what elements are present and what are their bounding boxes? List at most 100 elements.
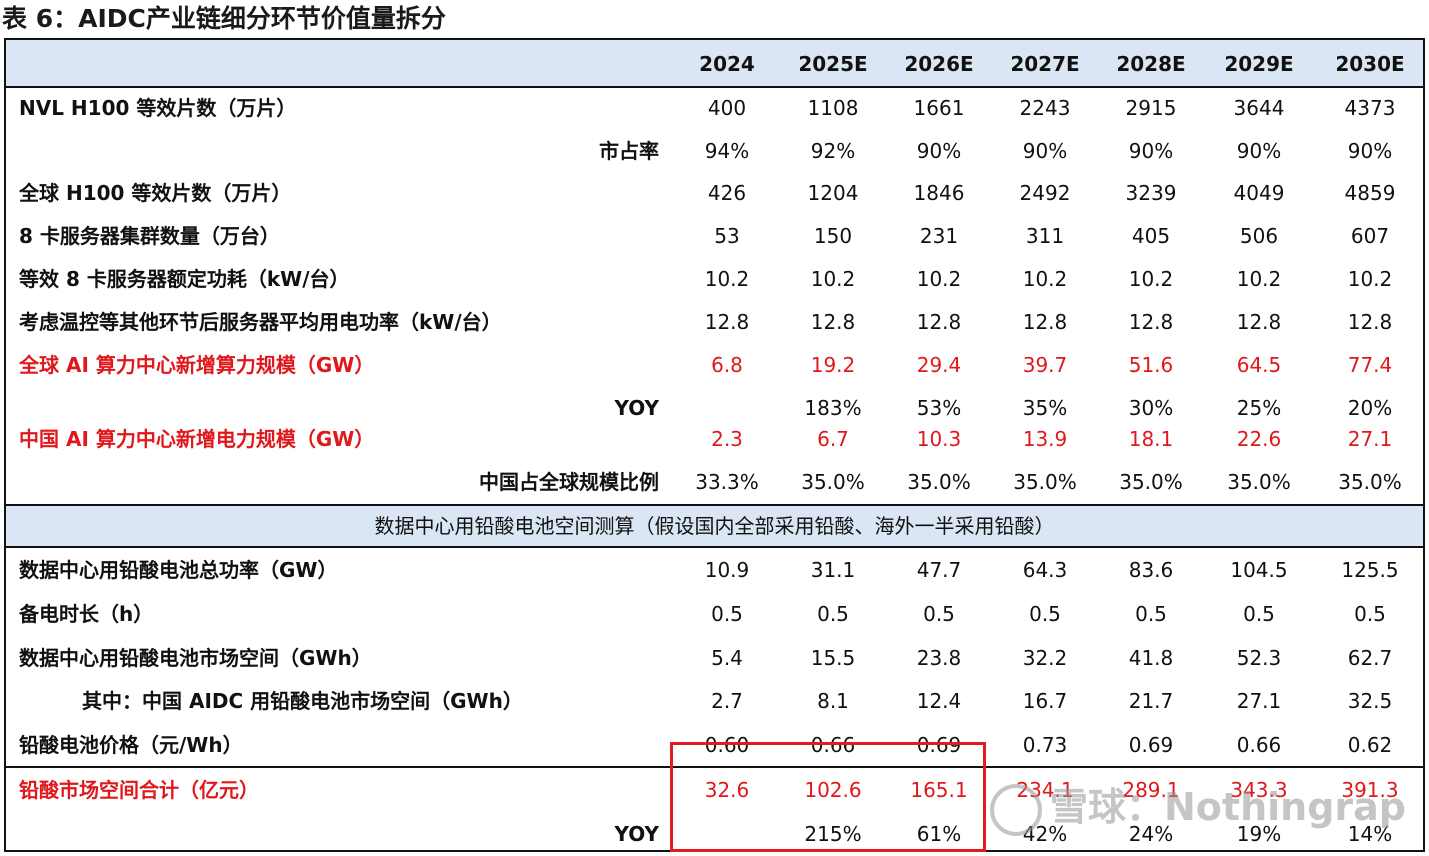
row-label: 市占率	[599, 139, 659, 163]
cell: 35.0%	[1013, 470, 1077, 494]
cell: 20%	[1347, 396, 1393, 420]
cell: 0.69	[1128, 733, 1174, 757]
cell: 35.0%	[1338, 470, 1402, 494]
table-row: 铅酸市场空间合计（亿元） 32.6 102.6 165.1 234.1 289.…	[6, 772, 1423, 808]
cell: 27.1	[1347, 427, 1393, 451]
cell: 0.5	[711, 602, 743, 626]
year-2025e: 2025E	[798, 52, 868, 76]
cell: 607	[1350, 224, 1390, 248]
year-2029e: 2029E	[1224, 52, 1294, 76]
cell: 35.0%	[907, 470, 971, 494]
cell: 12.8	[1022, 310, 1068, 334]
year-header-row: 2024 2025E 2026E 2027E 2028E 2029E 2030E	[6, 46, 1423, 82]
snowball-logo-icon	[990, 783, 1042, 836]
cell: 39.7	[1022, 353, 1068, 377]
cell: 53	[714, 224, 740, 248]
cell: 19%	[1236, 822, 1282, 846]
divider-header	[6, 86, 1423, 88]
cell: 10.2	[704, 267, 750, 291]
row-label: 中国 AI 算力中心新增电力规模（GW）	[19, 427, 375, 451]
cell: 35.0%	[1119, 470, 1183, 494]
cell: 10.2	[1236, 267, 1282, 291]
cell: 32.2	[1022, 646, 1068, 670]
row-label: 铅酸电池价格（元/Wh）	[19, 733, 243, 757]
row-label: 备电时长（h）	[19, 602, 154, 626]
cell: 289.1	[1122, 778, 1180, 802]
table-row: 中国占全球规模比例 33.3% 35.0% 35.0% 35.0% 35.0% …	[6, 464, 1423, 500]
cell: 53%	[916, 396, 962, 420]
cell: 0.5	[1135, 602, 1167, 626]
table-row: 全球 AI 算力中心新增算力规模（GW） 6.8 19.2 29.4 39.7 …	[6, 347, 1423, 383]
cell: 150	[813, 224, 853, 248]
cell: 10.3	[916, 427, 962, 451]
cell: 16.7	[1022, 689, 1068, 713]
row-label: 数据中心用铅酸电池市场空间（GWh）	[19, 646, 372, 670]
cell: 506	[1239, 224, 1279, 248]
table-row: 铅酸电池价格（元/Wh） 0.60 0.66 0.69 0.73 0.69 0.…	[6, 727, 1423, 763]
table-row: 其中：中国 AIDC 用铅酸电池市场空间（GWh） 2.7 8.1 12.4 1…	[6, 683, 1423, 719]
cell: 90%	[1347, 139, 1393, 163]
cell: 0.60	[704, 733, 750, 757]
row-label: 等效 8 卡服务器额定功耗（kW/台）	[19, 267, 350, 291]
cell: 24%	[1128, 822, 1174, 846]
cell: 83.6	[1128, 558, 1174, 582]
cell: 13.9	[1022, 427, 1068, 451]
cell: 35.0%	[801, 470, 865, 494]
cell: 8.1	[817, 689, 849, 713]
cell: 3644	[1233, 96, 1285, 120]
watermark: 雪球：Nothingrap	[990, 772, 1406, 842]
cell: 30%	[1128, 396, 1174, 420]
cell: 426	[707, 181, 747, 205]
cell: 125.5	[1341, 558, 1399, 582]
table-row: YOY 183% 53% 35% 30% 25% 20%	[6, 390, 1423, 426]
cell: 47.7	[916, 558, 962, 582]
table-row: NVL H100 等效片数（万片） 400 1108 1661 2243 291…	[6, 90, 1423, 126]
cell: 21.7	[1128, 689, 1174, 713]
cell: 4859	[1344, 181, 1396, 205]
divider-section-top	[6, 504, 1423, 506]
cell: 25%	[1236, 396, 1282, 420]
cell: 343.3	[1230, 778, 1288, 802]
cell: 51.6	[1128, 353, 1174, 377]
cell: 23.8	[916, 646, 962, 670]
cell: 104.5	[1230, 558, 1288, 582]
cell: 12.8	[704, 310, 750, 334]
header-band	[6, 40, 1423, 86]
cell: 77.4	[1347, 353, 1393, 377]
cell: 0.69	[916, 733, 962, 757]
cell: 62.7	[1347, 646, 1393, 670]
row-label: 8 卡服务器集群数量（万台）	[19, 224, 280, 248]
row-label: 中国占全球规模比例	[479, 470, 659, 494]
table-row: 备电时长（h） 0.5 0.5 0.5 0.5 0.5 0.5 0.5	[6, 596, 1423, 632]
table-row: 等效 8 卡服务器额定功耗（kW/台） 10.2 10.2 10.2 10.2 …	[6, 261, 1423, 297]
table-row: 市占率 94% 92% 90% 90% 90% 90% 90%	[6, 133, 1423, 169]
cell: 12.8	[810, 310, 856, 334]
cell: 61%	[916, 822, 962, 846]
cell: 52.3	[1236, 646, 1282, 670]
cell: 19.2	[810, 353, 856, 377]
cell: 311	[1025, 224, 1065, 248]
cell: 92%	[810, 139, 856, 163]
cell: 0.66	[1236, 733, 1282, 757]
cell: 10.2	[1128, 267, 1174, 291]
cell: 64.5	[1236, 353, 1282, 377]
cell: 400	[707, 96, 747, 120]
year-2026e: 2026E	[904, 52, 974, 76]
highlight-box	[670, 742, 986, 852]
cell: 0.5	[1029, 602, 1061, 626]
cell: 405	[1131, 224, 1171, 248]
cell: 29.4	[916, 353, 962, 377]
cell: 6.8	[711, 353, 743, 377]
table-row: 全球 H100 等效片数（万片） 426 1204 1846 2492 3239…	[6, 175, 1423, 211]
cell: 2.3	[711, 427, 743, 451]
cell: 6.7	[817, 427, 849, 451]
row-label: NVL H100 等效片数（万片）	[19, 96, 297, 120]
cell: 102.6	[804, 778, 862, 802]
cell: 2.7	[711, 689, 743, 713]
cell: 94%	[704, 139, 750, 163]
cell: 1846	[913, 181, 965, 205]
cell: 165.1	[910, 778, 968, 802]
divider-total	[6, 766, 1423, 768]
year-2027e: 2027E	[1010, 52, 1080, 76]
table-row: 8 卡服务器集群数量（万台） 53 150 231 311 405 506 60…	[6, 218, 1423, 254]
